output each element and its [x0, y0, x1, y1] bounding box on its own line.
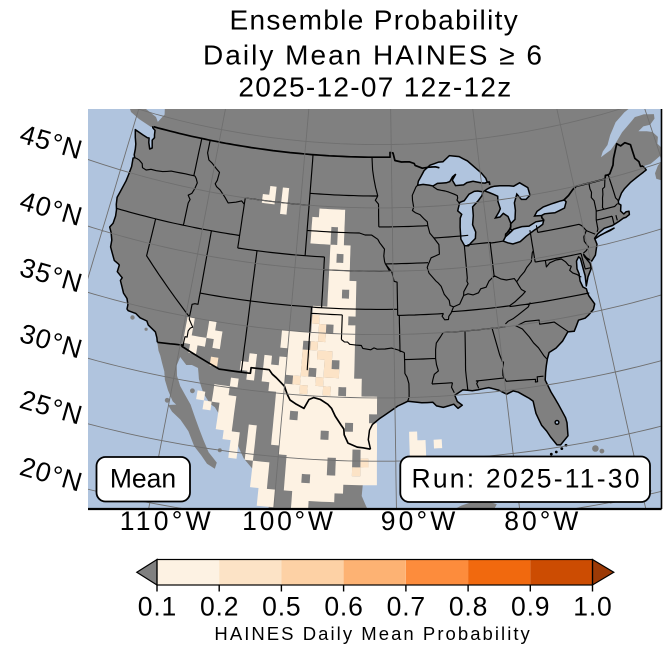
svg-text:0.9: 0.9 [511, 592, 550, 622]
svg-text:80°W: 80°W [504, 506, 578, 536]
svg-text:0.8: 0.8 [449, 592, 488, 622]
svg-text:110°W: 110°W [120, 506, 211, 536]
svg-text:90°W: 90°W [381, 506, 456, 536]
svg-text:HAINES Daily Mean Probability: HAINES Daily Mean Probability [214, 623, 530, 644]
svg-text:0.1: 0.1 [138, 592, 177, 622]
svg-text:Ensemble Probability: Ensemble Probability [229, 5, 517, 36]
svg-text:100°W: 100°W [242, 506, 333, 536]
svg-text:0.6: 0.6 [324, 592, 363, 622]
svg-text:0.5: 0.5 [262, 592, 301, 622]
svg-text:0.7: 0.7 [387, 592, 426, 622]
svg-text:0.2: 0.2 [200, 592, 239, 622]
svg-text:Daily Mean HAINES ≥ 6: Daily Mean HAINES ≥ 6 [203, 40, 542, 71]
svg-text:2025-12-07 12z-12z: 2025-12-07 12z-12z [238, 72, 511, 103]
svg-text:Mean: Mean [110, 464, 176, 494]
svg-text:Run: 2025-11-30: Run: 2025-11-30 [412, 464, 640, 494]
svg-text:1.0: 1.0 [573, 592, 612, 622]
